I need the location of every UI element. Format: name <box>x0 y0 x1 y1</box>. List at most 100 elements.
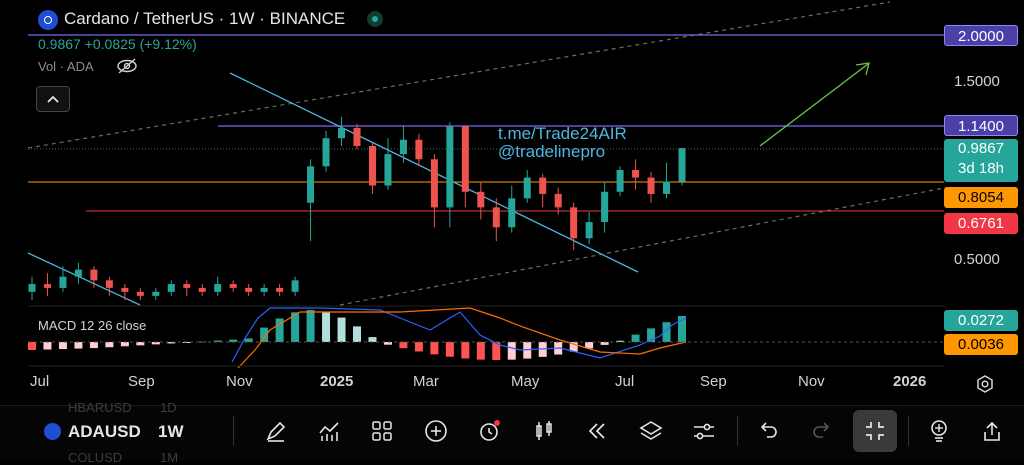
signal-line <box>237 307 687 369</box>
layers-icon <box>639 421 663 440</box>
replay-button[interactable] <box>580 414 614 448</box>
candle-body <box>446 126 454 208</box>
candle-body <box>477 191 485 208</box>
last-price-badge[interactable]: 0.9867 3d 18h <box>944 139 1018 182</box>
candle-body <box>214 284 222 292</box>
macd-bar <box>229 339 238 342</box>
projection-arrow <box>759 63 869 147</box>
time-tick-2026: 2026 <box>893 373 927 390</box>
toolbar-divider <box>233 416 234 446</box>
candle-body <box>554 193 562 208</box>
price-badge-0676[interactable]: 0.6761 <box>944 213 1018 234</box>
chart-settings-gear-icon[interactable] <box>976 375 994 393</box>
macd-bar <box>275 318 284 342</box>
time-tick-sep-2: Sep <box>700 373 727 390</box>
toolbar-divider-3 <box>908 416 909 446</box>
macd-bar <box>28 342 36 350</box>
collapse-legend-button[interactable] <box>36 86 70 112</box>
drawing-tool-button[interactable] <box>259 414 293 448</box>
macd-bar <box>662 322 671 342</box>
time-tick-nov: Nov <box>226 373 253 390</box>
ghost-symbol-above: HBARUSD <box>68 400 132 415</box>
chart-type-button[interactable] <box>527 414 561 448</box>
time-tick-nov-2: Nov <box>798 373 825 390</box>
candle-body <box>307 166 315 203</box>
macd-bar <box>291 312 300 342</box>
macd-bar <box>585 342 594 349</box>
add-icon <box>425 420 447 442</box>
price-tick-0500: 0.5000 <box>954 251 1000 268</box>
macd-bar <box>492 342 501 360</box>
macd-bar <box>461 342 470 359</box>
last-price-value: 0.9867 <box>958 140 1004 157</box>
symbol-title[interactable]: Cardano / TetherUS · 1W · BINANCE <box>64 9 346 28</box>
hide-eye-icon[interactable] <box>116 57 138 75</box>
candle-body <box>616 169 624 192</box>
add-button[interactable] <box>419 414 453 448</box>
price-change: 0.9867 +0.0825 (+9.12%) <box>38 36 197 52</box>
macd-bar <box>383 342 392 345</box>
candle-body <box>43 284 51 288</box>
macd-bar <box>523 342 532 359</box>
channel-lower-line <box>339 187 945 306</box>
candle-body <box>539 177 547 194</box>
ada-logo-icon <box>44 423 61 440</box>
bar-countdown: 3d 18h <box>958 160 1004 177</box>
macd-bar <box>368 337 377 342</box>
candle-body <box>291 280 299 292</box>
macd-bar <box>306 310 315 342</box>
price-badge-2[interactable]: 2.0000 <box>944 25 1018 46</box>
settings-button[interactable] <box>687 414 721 448</box>
volume-label[interactable]: Vol · ADA <box>38 59 94 74</box>
candle-body <box>632 169 640 178</box>
signal-value-badge: 0.0036 <box>944 334 1018 355</box>
candle-body <box>276 287 284 292</box>
ghost-tf-below: 1M <box>160 450 179 465</box>
alert-button[interactable] <box>472 414 506 448</box>
candle-body <box>678 148 686 182</box>
replay-icon <box>588 423 605 439</box>
candle-body <box>601 191 609 223</box>
candle-body <box>152 291 160 296</box>
macd-value-badge: 0.0272 <box>944 310 1018 331</box>
price-badge-0805[interactable]: 0.8054 <box>944 187 1018 208</box>
candle-body <box>384 154 392 186</box>
object-tree-button[interactable] <box>634 414 668 448</box>
candles-group <box>28 116 686 300</box>
macd-bar <box>353 326 361 342</box>
macd-bar <box>43 342 52 350</box>
layouts-icon <box>372 421 392 441</box>
time-tick-sep: Sep <box>128 373 155 390</box>
macd-bar <box>678 316 686 342</box>
ideas-button[interactable] <box>922 414 956 448</box>
share-button[interactable] <box>975 414 1009 448</box>
price-chart[interactable] <box>0 0 1024 405</box>
time-tick-2025: 2025 <box>320 373 354 390</box>
time-tick-jul-2: Jul <box>615 373 635 390</box>
undo-button[interactable] <box>751 414 785 448</box>
channel-upper-line <box>27 1 891 149</box>
macd-bar <box>476 342 485 360</box>
fullscreen-exit-icon <box>866 422 884 440</box>
price-badge-1140[interactable]: 1.1400 <box>944 115 1018 136</box>
macd-bar <box>105 342 114 348</box>
ghost-symbol-below: COLUSD <box>68 450 123 465</box>
candle-body <box>260 287 268 292</box>
exit-fullscreen-button[interactable] <box>853 410 897 452</box>
candle-body <box>229 284 237 288</box>
cardano-logo-icon <box>38 10 58 30</box>
market-status-icon <box>367 11 383 27</box>
macd-bar <box>647 328 656 342</box>
indicators-button[interactable] <box>312 414 346 448</box>
candle-body <box>59 276 67 288</box>
timeframe-selector[interactable]: 1W <box>158 422 184 441</box>
share-icon <box>984 421 1000 441</box>
symbol-selector[interactable]: ADAUSD <box>68 422 141 441</box>
trend-line-left <box>27 252 141 306</box>
layouts-button[interactable] <box>365 414 399 448</box>
candle-body <box>368 145 376 186</box>
redo-button[interactable] <box>805 414 839 448</box>
pencil-icon <box>266 421 286 442</box>
candle-body <box>492 207 500 228</box>
macd-indicator-label[interactable]: MACD 12 26 close <box>38 318 147 333</box>
